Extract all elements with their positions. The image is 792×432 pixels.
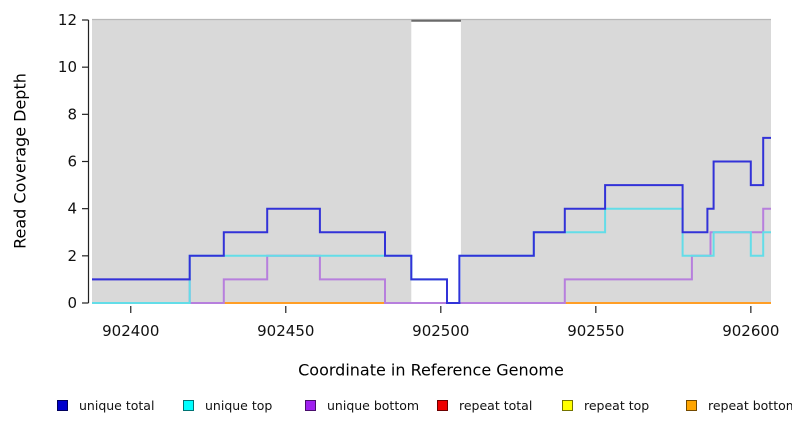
y-tick-label: 12 bbox=[58, 11, 77, 29]
legend-item-unique-total: unique total bbox=[57, 399, 154, 412]
y-axis-title: Read Coverage Depth bbox=[10, 73, 30, 249]
legend-label: unique top bbox=[205, 398, 273, 413]
legend-label: unique bottom bbox=[327, 398, 420, 413]
y-tick-label: 2 bbox=[67, 247, 77, 265]
legend-label: repeat total bbox=[459, 398, 533, 413]
legend-item-repeat-top: repeat top bbox=[562, 399, 649, 412]
legend-item-repeat-total: repeat total bbox=[437, 399, 532, 412]
legend-swatch-icon bbox=[183, 400, 194, 411]
legend-item-unique-top: unique top bbox=[183, 399, 272, 412]
legend-swatch-icon bbox=[437, 400, 448, 411]
legend-label: repeat top bbox=[584, 398, 650, 413]
y-tick-label: 0 bbox=[67, 294, 77, 312]
masked-region bbox=[411, 20, 461, 303]
series-line-unique-bottom bbox=[92, 207, 771, 304]
x-tick-label: 902550 bbox=[567, 322, 624, 340]
y-tick-label: 8 bbox=[67, 105, 77, 123]
x-tick-label: 902450 bbox=[257, 322, 314, 340]
x-axis-title: Coordinate in Reference Genome bbox=[298, 360, 564, 380]
legend-label: unique total bbox=[79, 398, 155, 413]
x-tick-label: 902600 bbox=[722, 322, 779, 340]
y-tick-label: 4 bbox=[67, 200, 77, 218]
legend-item-unique-bottom: unique bottom bbox=[305, 399, 419, 412]
legend-swatch-icon bbox=[562, 400, 573, 411]
legend-swatch-icon bbox=[305, 400, 316, 411]
series-line-unique-total bbox=[92, 136, 771, 304]
x-tick-label: 902500 bbox=[412, 322, 469, 340]
legend-swatch-icon bbox=[57, 400, 68, 411]
x-tick-label: 902400 bbox=[102, 322, 159, 340]
legend-label: repeat bottom bbox=[708, 398, 792, 413]
y-tick-label: 6 bbox=[67, 153, 77, 171]
y-tick-label: 10 bbox=[58, 58, 77, 76]
legend-item-repeat-bottom: repeat bottom bbox=[686, 399, 792, 412]
legend-swatch-icon bbox=[686, 400, 697, 411]
